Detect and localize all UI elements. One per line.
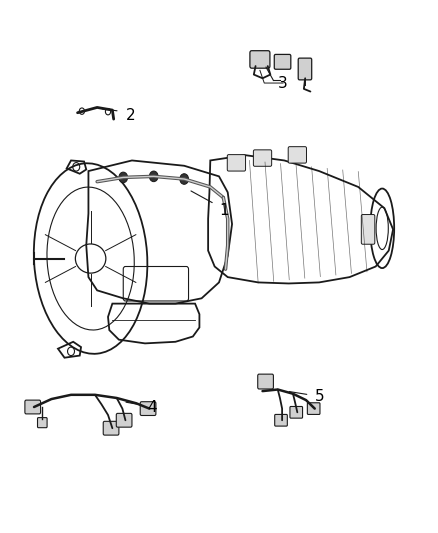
Text: 4: 4 bbox=[147, 400, 157, 415]
FancyBboxPatch shape bbox=[116, 414, 132, 427]
Circle shape bbox=[149, 171, 158, 182]
Text: 5: 5 bbox=[315, 389, 325, 404]
FancyBboxPatch shape bbox=[258, 374, 273, 389]
Text: 3: 3 bbox=[278, 76, 287, 91]
Text: 2: 2 bbox=[125, 108, 135, 123]
FancyBboxPatch shape bbox=[298, 58, 312, 80]
FancyBboxPatch shape bbox=[290, 407, 303, 418]
FancyBboxPatch shape bbox=[25, 400, 41, 414]
FancyBboxPatch shape bbox=[253, 150, 272, 166]
FancyBboxPatch shape bbox=[103, 421, 119, 435]
Text: 1: 1 bbox=[219, 203, 229, 219]
FancyBboxPatch shape bbox=[38, 418, 47, 427]
FancyBboxPatch shape bbox=[361, 215, 375, 244]
FancyBboxPatch shape bbox=[307, 403, 320, 415]
Circle shape bbox=[180, 174, 188, 184]
FancyBboxPatch shape bbox=[227, 155, 246, 171]
FancyBboxPatch shape bbox=[250, 51, 270, 68]
Circle shape bbox=[119, 172, 127, 183]
FancyBboxPatch shape bbox=[274, 54, 291, 69]
FancyBboxPatch shape bbox=[140, 402, 156, 416]
FancyBboxPatch shape bbox=[288, 147, 307, 163]
FancyBboxPatch shape bbox=[275, 415, 287, 426]
